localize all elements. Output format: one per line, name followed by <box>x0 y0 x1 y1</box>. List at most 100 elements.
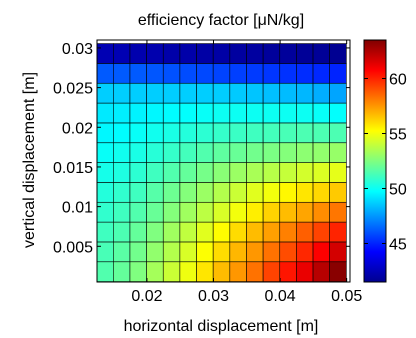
heatmap-cell <box>329 82 347 104</box>
heatmap-cell <box>229 261 247 282</box>
heatmap-cell <box>162 82 181 104</box>
heatmap-cell <box>196 43 214 64</box>
heatmap-cell <box>212 182 231 203</box>
heatmap-cell <box>212 82 231 104</box>
heatmap-cell <box>113 182 131 203</box>
heatmap-cell <box>262 43 281 64</box>
heatmap-cell <box>329 241 347 263</box>
heatmap-cell <box>296 221 314 243</box>
heatmap-cell <box>229 241 247 263</box>
heatmap-cell <box>146 102 164 124</box>
heatmap-cell <box>179 261 197 282</box>
heatmap-cell <box>113 201 131 223</box>
heatmap-cell <box>246 182 264 203</box>
heatmap-cell <box>212 122 231 144</box>
heatmap-cell <box>279 122 297 144</box>
heatmap-cell <box>179 122 197 144</box>
heatmap-cell <box>162 122 181 144</box>
heatmap-cell <box>246 142 264 163</box>
heatmap-cell <box>212 162 231 183</box>
y-axis: 0.005 0.01 0.015 0.02 0.025 0.03 <box>53 41 350 256</box>
heatmap-cell <box>113 142 131 163</box>
heatmap-cell <box>246 221 264 243</box>
y-tick-label: 0.01 <box>62 200 93 217</box>
heatmap-cell <box>146 261 164 282</box>
heatmap-cell <box>196 182 214 203</box>
x-axis-label: horizontal displacement [m] <box>124 318 319 335</box>
heatmap-cell <box>129 82 147 104</box>
heatmap-cell <box>96 201 114 223</box>
heatmap-cell <box>212 241 231 263</box>
heatmap-cell <box>279 102 297 124</box>
heatmap-cell <box>196 241 214 263</box>
heatmap-cell <box>196 261 214 282</box>
heatmap-cell <box>113 261 131 282</box>
heatmap-cell <box>196 162 214 183</box>
x-tick-label: 0.05 <box>331 288 362 305</box>
heatmap-cell <box>329 201 347 223</box>
heatmap-cell <box>229 102 247 124</box>
y-tick-label: 0.005 <box>53 239 93 256</box>
x-axis: 0.02 0.03 0.04 0.05 <box>131 40 362 305</box>
heatmap-cell <box>312 241 330 263</box>
heatmap-cell <box>262 221 281 243</box>
heatmap-cell <box>129 102 147 124</box>
heatmap-cell <box>196 221 214 243</box>
colorbar-tick-label: 50 <box>389 182 407 199</box>
heatmap-cell <box>196 142 214 163</box>
heatmap-cell <box>262 261 281 282</box>
heatmap-cell <box>196 201 214 223</box>
heatmap-cell <box>212 201 231 223</box>
heatmap-cell <box>96 122 114 144</box>
heatmap-cell <box>212 221 231 243</box>
heatmap-cell <box>146 221 164 243</box>
heatmap-cell <box>229 162 247 183</box>
heatmap-cell <box>129 241 147 263</box>
colorbar <box>363 39 387 283</box>
heatmap-cell <box>96 82 114 104</box>
heatmap-cell <box>113 241 131 263</box>
heatmap-cell <box>279 63 297 84</box>
heatmap-cell <box>329 43 347 64</box>
heatmap-cell <box>129 63 147 84</box>
heatmap-cell <box>329 162 347 183</box>
heatmap-cell <box>279 43 297 64</box>
heatmap-cell <box>212 261 231 282</box>
colorbar-tick-label: 60 <box>389 72 407 89</box>
heatmap-cell <box>146 82 164 104</box>
heatmap-cell <box>129 142 147 163</box>
heatmap-cell <box>262 162 281 183</box>
y-tick-label: 0.015 <box>53 160 93 177</box>
heatmap-cell <box>113 221 131 243</box>
heatmap-cell <box>129 221 147 243</box>
heatmap-cell <box>162 241 181 263</box>
heatmap-cell <box>329 261 347 282</box>
heatmap-cell <box>179 221 197 243</box>
heatmap-cell <box>113 122 131 144</box>
heatmap-cell <box>96 102 114 124</box>
heatmap-cell <box>146 43 164 64</box>
heatmap-cell <box>179 241 197 263</box>
heatmap-cell <box>162 43 181 64</box>
heatmap-cell <box>96 182 114 203</box>
heatmap-cell <box>162 182 181 203</box>
heatmap-cell <box>246 122 264 144</box>
heatmap-cell <box>296 43 314 64</box>
heatmap-cell <box>312 63 330 84</box>
heatmap-cells <box>96 43 347 282</box>
heatmap-cell <box>212 43 231 64</box>
heatmap-cell <box>312 162 330 183</box>
heatmap-cell <box>179 43 197 64</box>
heatmap-cell <box>212 142 231 163</box>
heatmap-cell <box>279 241 297 263</box>
heatmap-cell <box>329 102 347 124</box>
heatmap-cell <box>312 102 330 124</box>
heatmap-cell <box>179 142 197 163</box>
heatmap-cell <box>129 122 147 144</box>
heatmap-cell <box>162 221 181 243</box>
heatmap-cell <box>296 241 314 263</box>
heatmap-cell <box>162 102 181 124</box>
heatmap-cell <box>96 241 114 263</box>
y-tick-label: 0.025 <box>53 81 93 98</box>
heatmap-cell <box>129 261 147 282</box>
